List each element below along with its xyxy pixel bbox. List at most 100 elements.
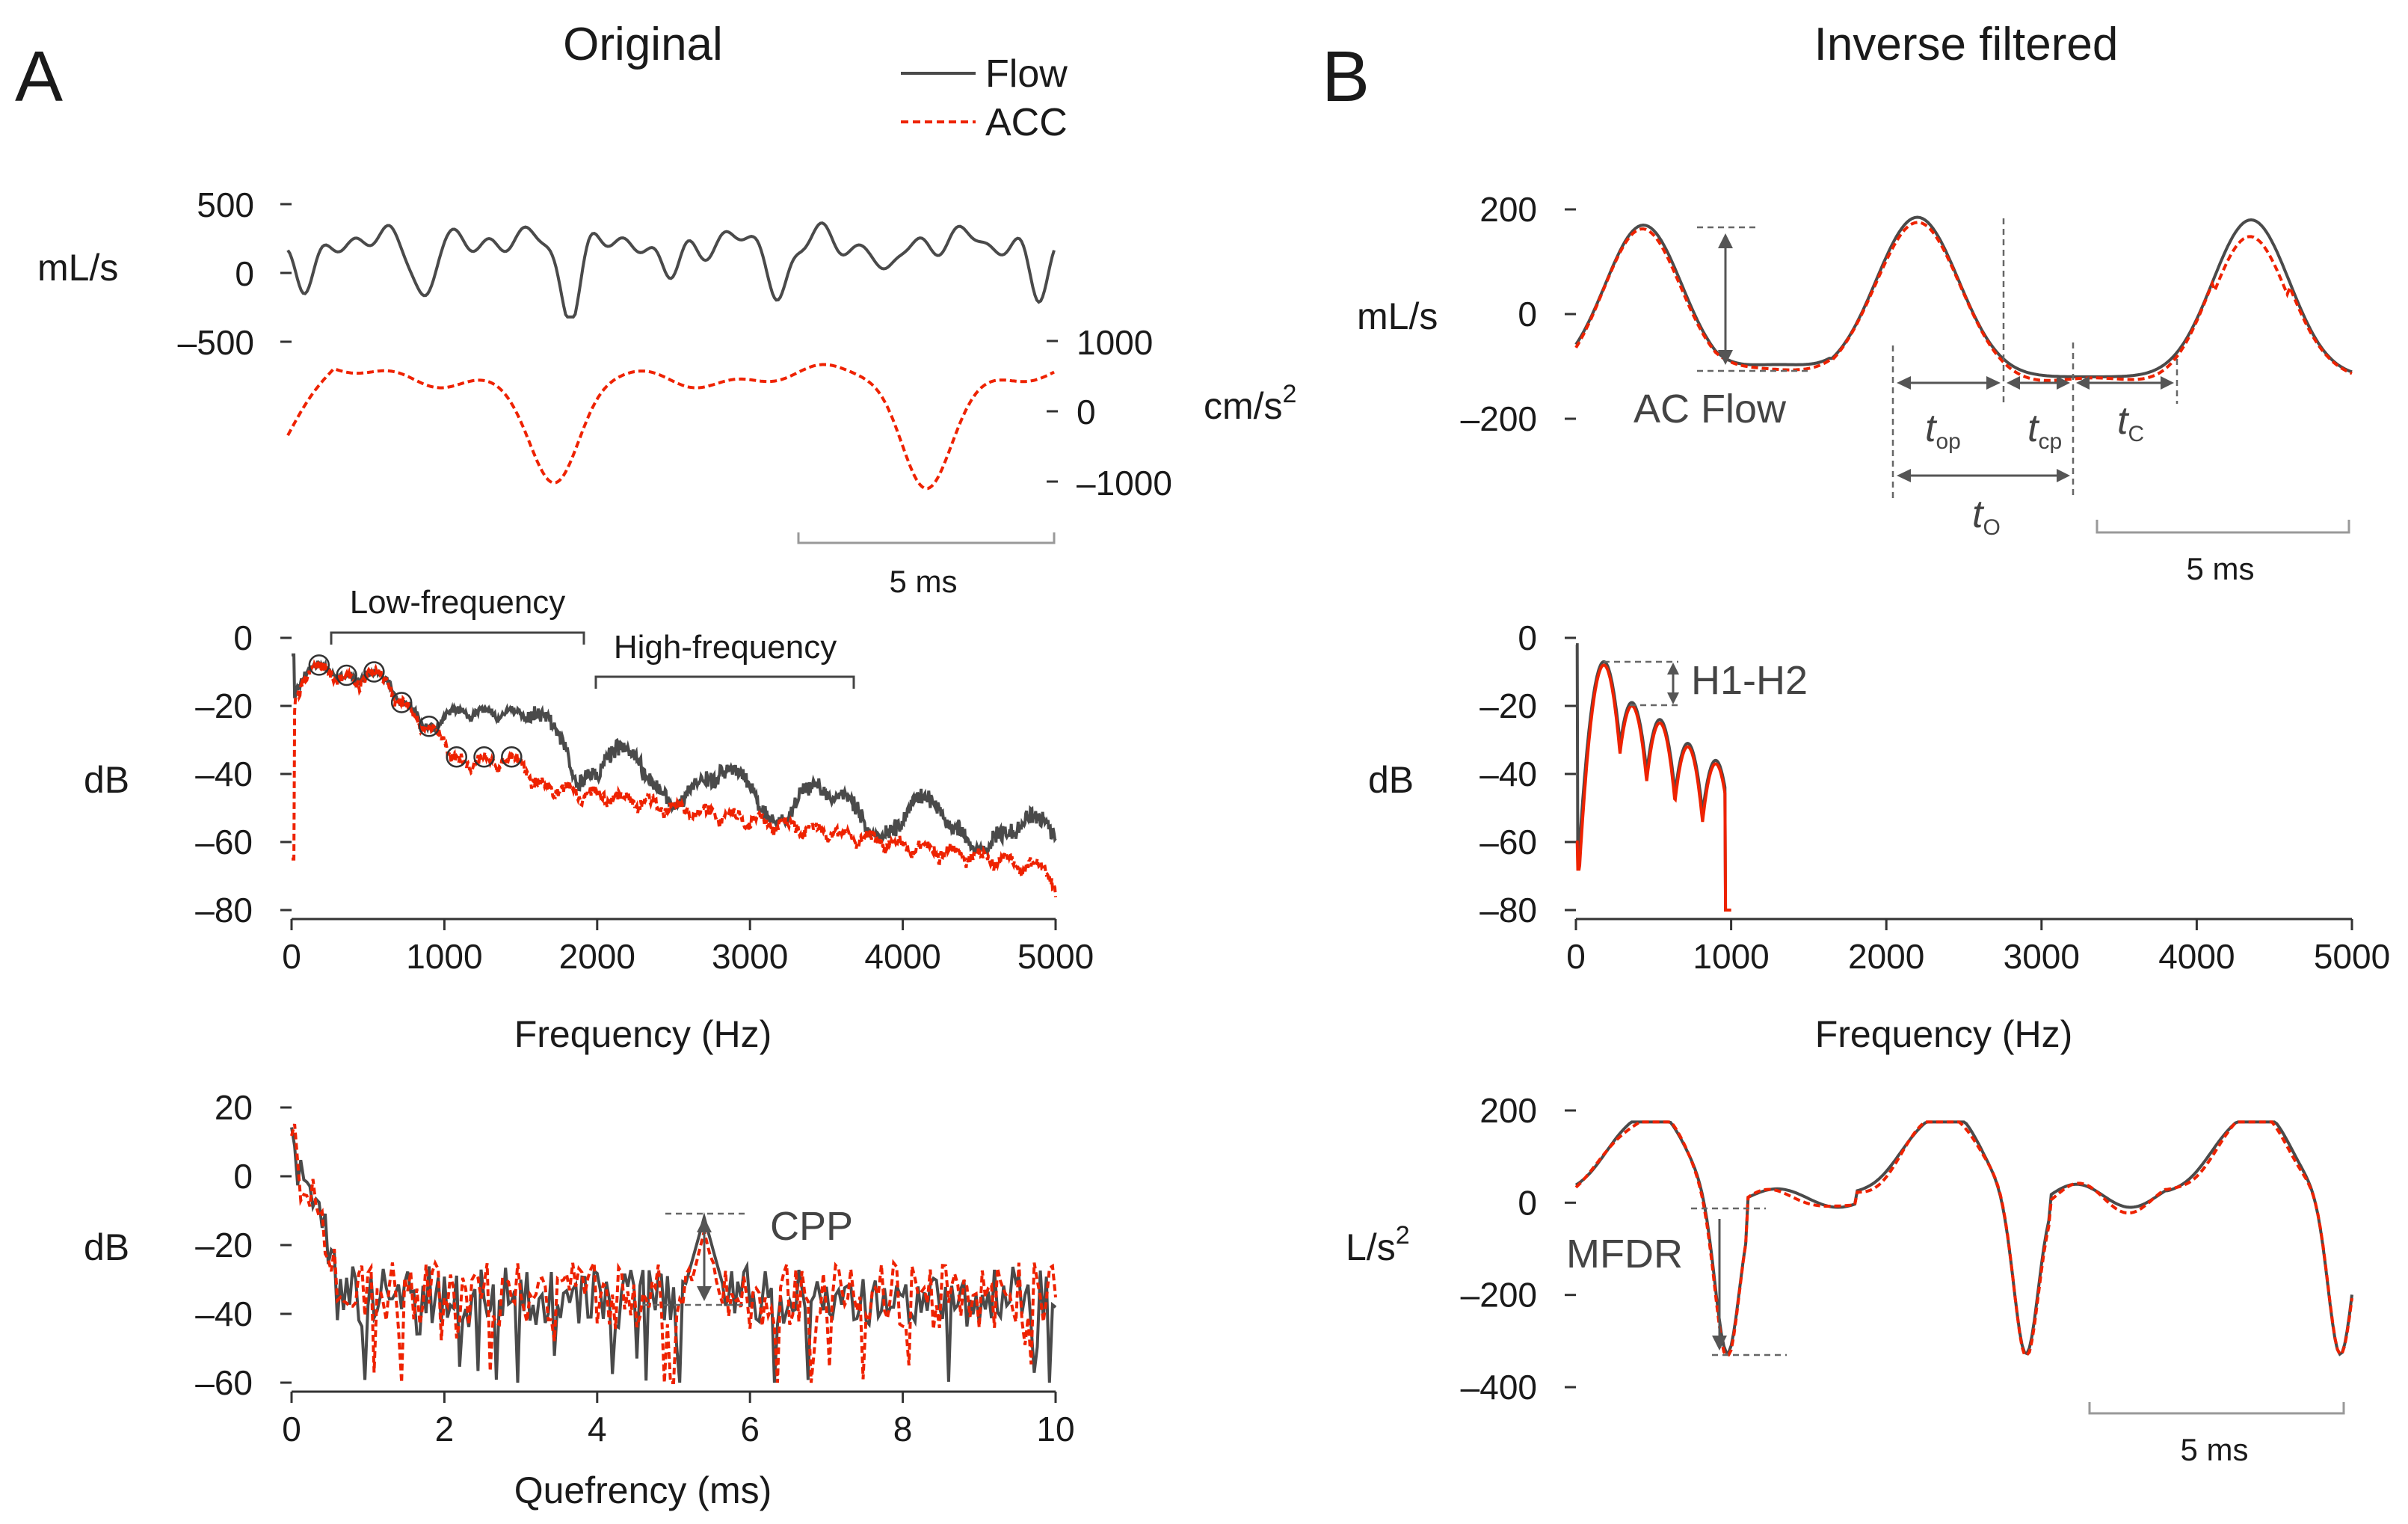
t-o-label: tO — [1972, 493, 2001, 540]
panel-letter-a: A — [15, 37, 63, 117]
x-tick-label: 1000 — [406, 937, 482, 976]
b-time-ylabel: mL/s — [1357, 295, 1438, 337]
y-tick-label: 20 — [215, 1088, 253, 1127]
x-tick-label: 4000 — [2158, 937, 2235, 976]
cpp-label: CPP — [770, 1204, 853, 1249]
y-tick-label: –200 — [1461, 399, 1537, 438]
harmonic-marker — [501, 746, 523, 768]
t-c-label: tC — [2117, 399, 2144, 446]
x-tick-label: 5000 — [2314, 937, 2390, 976]
a-time-scale-label: 5 ms — [889, 564, 957, 599]
x-tick-label: 6 — [740, 1410, 760, 1448]
y-tick-label: 0 — [233, 1157, 253, 1196]
h1h2-arrowheads — [1667, 663, 1679, 704]
b-deriv-acc-line — [1574, 1120, 2353, 1356]
a-time-ylabel: mL/s — [37, 247, 118, 289]
b-spec-axes: 0 –20 –40 –60 –80 0 1000 2000 3000 4000 5000 — [1479, 618, 2390, 976]
b-deriv-scale-bar — [2088, 1402, 2345, 1415]
t-op-label: top — [1925, 407, 1961, 454]
x-tick-label: 8 — [893, 1410, 913, 1448]
y-tick-label: –40 — [195, 755, 253, 793]
x-tick-label: 0 — [282, 1410, 301, 1448]
b-time-axes: 200 0 –200 — [1461, 190, 1576, 438]
ac-flow-label: AC Flow — [1633, 387, 1787, 431]
low-frequency-label: Low-frequency — [350, 584, 566, 621]
y-tick-label: –40 — [195, 1294, 253, 1333]
a-time-y2tick-0: 0 — [1077, 393, 1096, 431]
y-tick-label: –80 — [1479, 891, 1537, 930]
chart-b-spectrum: dB 0 –20 –40 –60 –80 0 1000 2000 3000 4000 5000 H1… — [1368, 618, 2390, 1055]
t-cp-label: tcp — [2027, 407, 2062, 454]
y-tick-label: –60 — [195, 823, 253, 861]
x-tick-label: 10 — [1036, 1410, 1074, 1448]
harmonic-marker — [336, 664, 357, 686]
y-tick-label: –200 — [1461, 1276, 1537, 1315]
harmonic-marker — [363, 661, 385, 683]
x-tick-label: 4000 — [864, 937, 940, 976]
y-tick-label: –40 — [1479, 755, 1537, 793]
b-spec-acc-line — [1575, 663, 1731, 912]
harmonic-marker — [446, 746, 468, 768]
x-tick-label: 3000 — [2004, 937, 2080, 976]
x-tick-label: 1000 — [1693, 937, 1769, 976]
chart-b-time: mL/s 200 0 –200 AC Flow top tcp tC tO 5 ms — [1357, 190, 2353, 586]
x-tick-label: 2 — [435, 1410, 455, 1448]
a-time-ytick-neg500: –500 — [178, 323, 254, 362]
a-ceps-axes: 20 0 –20 –40 –60 0 2 4 6 8 10 — [195, 1088, 1074, 1448]
y-tick-label: –20 — [1479, 686, 1537, 725]
y-tick-label: –80 — [195, 891, 253, 930]
y-tick-label: –400 — [1461, 1368, 1537, 1407]
a-time-ytick-0: 0 — [235, 254, 254, 293]
high-frequency-bracket — [594, 675, 855, 689]
panel-letter-b: B — [1322, 37, 1370, 117]
y-tick-label: –20 — [195, 1226, 253, 1265]
y-tick-label: –60 — [1479, 823, 1537, 861]
a-ceps-xlabel: Quefrency (ms) — [514, 1469, 772, 1511]
chart-b-derivative: L/s2 200 0 –200 –400 MFDR 5 ms — [1346, 1091, 2353, 1467]
a-time-y2tick-neg1000: –1000 — [1077, 464, 1172, 503]
panel-title-original: Original — [563, 19, 723, 70]
y-tick-label: –20 — [195, 686, 253, 725]
t-cp-arrowheads — [2007, 376, 2070, 390]
a-time-y2tick-1000: 1000 — [1077, 323, 1153, 362]
b-spec-ylabel: dB — [1368, 759, 1414, 801]
h1h2-label: H1-H2 — [1691, 658, 1808, 703]
a-spec-acc-line — [292, 659, 1057, 897]
mfdr-arrowhead — [1712, 1336, 1727, 1351]
a-ceps-flow-line — [290, 1127, 1057, 1383]
chart-a-time: mL/s 500 0 –500 1000 0 –1000 cm/s2 5 ms — [37, 185, 1296, 599]
a-ceps-acc-line — [290, 1123, 1057, 1384]
b-time-acc-line — [1574, 221, 2353, 382]
y-tick-label: 0 — [1518, 1183, 1537, 1222]
a-ceps-ylabel: dB — [84, 1226, 129, 1268]
a-spec-flow-line — [292, 653, 1057, 857]
x-tick-label: 4 — [588, 1410, 607, 1448]
a-time-acc-line — [286, 363, 1055, 491]
x-tick-label: 2000 — [559, 937, 635, 976]
x-tick-label: 2000 — [1848, 937, 1924, 976]
y-tick-label: 200 — [1479, 190, 1537, 229]
legend-acc-label: ACC — [985, 101, 1068, 144]
high-frequency-label: High-frequency — [614, 629, 837, 666]
x-tick-label: 0 — [282, 937, 301, 976]
b-spec-xlabel: Frequency (Hz) — [1815, 1013, 2073, 1055]
x-tick-label: 5000 — [1017, 937, 1094, 976]
ac-flow-arrowheads — [1718, 233, 1733, 365]
b-deriv-axes: 200 0 –200 –400 — [1461, 1091, 1576, 1407]
a-time-ytick-500: 500 — [197, 185, 254, 224]
a-time-flow-line — [286, 221, 1056, 319]
chart-a-spectrum: dB 0 –20 –40 –60 –80 0 1000 2000 3000 4000 5000 Lo… — [84, 584, 1094, 1055]
b-time-scale-bar — [2096, 520, 2350, 534]
chart-a-cepstrum: dB 20 0 –20 –40 –60 0 2 4 6 8 10 CPP Quefrency (ms… — [84, 1088, 1075, 1511]
a-spec-ylabel: dB — [84, 759, 129, 801]
low-frequency-bracket — [330, 631, 585, 645]
b-deriv-scale-label: 5 ms — [2180, 1432, 2248, 1467]
x-tick-label: 0 — [1566, 937, 1586, 976]
a-spec-xlabel: Frequency (Hz) — [514, 1013, 772, 1055]
a-spec-axes: 0 –20 –40 –60 –80 0 1000 2000 3000 4000 5000 — [195, 618, 1094, 976]
b-deriv-flow-line — [1574, 1120, 2353, 1356]
b-time-scale-label: 5 ms — [2186, 551, 2254, 586]
y-tick-label: 0 — [1518, 618, 1537, 657]
x-tick-label: 3000 — [712, 937, 788, 976]
